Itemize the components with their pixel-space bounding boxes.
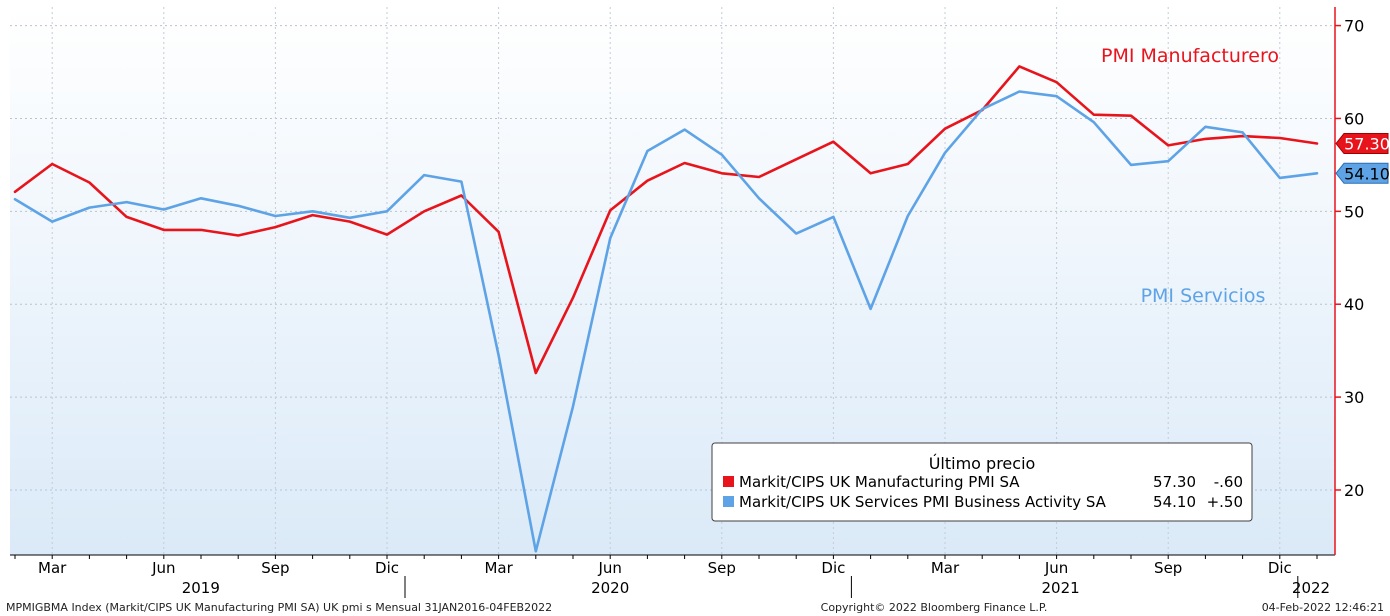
footer-timestamp: 04-Feb-2022 12:46:21 [1262, 601, 1384, 614]
x-tick-label-2021-12: Dic [1268, 559, 1292, 577]
x-tick-label-2020-03: Mar [484, 559, 513, 577]
legend-entry-manufacturing: Markit/CIPS UK Manufacturing PMI SA [739, 473, 1020, 491]
footer-source: MPMIGBMA Index (Markit/CIPS UK Manufactu… [6, 601, 552, 614]
legend-last-manufacturing: 57.30 [1153, 473, 1196, 491]
legend-box [711, 442, 1253, 522]
last-value-tag-manufacturing [1335, 133, 1389, 155]
legend-title: Último precio [929, 454, 1036, 473]
x-tick-label-2021-03: Mar [931, 559, 960, 577]
legend: Último precio Markit/CIPS UK Manufacturi… [711, 442, 1253, 522]
last-value-text-services: 54.10 [1344, 164, 1390, 183]
legend-change-manufacturing: -.60 [1214, 473, 1243, 491]
x-tick-label-2021-09: Sep [1154, 559, 1182, 577]
y-tick-label-30: 30 [1344, 388, 1364, 407]
legend-entry-services: Markit/CIPS UK Services PMI Business Act… [739, 493, 1107, 511]
legend-change-services: +.50 [1207, 493, 1243, 511]
x-tick-label-2019-03: Mar [38, 559, 67, 577]
x-tick-label-2019-09: Sep [261, 559, 289, 577]
last-value-tags: 57.30 54.10 [1335, 133, 1390, 184]
axes: 20 30 40 50 60 70 Mar Jun Sep Dic Mar Jun Sep Dic Mar J… [10, 7, 1364, 598]
x-tick-label-2019-06: Jun [151, 559, 175, 577]
series-line-services [13, 90, 1319, 553]
x-tick-label-2020-06: Jun [597, 559, 621, 577]
last-value-tag-services [1335, 162, 1389, 184]
x-year-label-2021: 2021 [1042, 579, 1080, 597]
x-year-label-2019: 2019 [182, 579, 220, 597]
series-line-manufacturing [13, 65, 1319, 375]
x-tick-label-2019-12: Dic [375, 559, 399, 577]
legend-swatch-manufacturing [723, 476, 734, 487]
x-tick-label-2021-06: Jun [1044, 559, 1068, 577]
legend-last-services: 54.10 [1153, 493, 1196, 511]
y-tick-label-50: 50 [1344, 202, 1364, 221]
last-value-text-manufacturing: 57.30 [1344, 135, 1390, 154]
x-year-label-2022: 2022 [1292, 579, 1330, 597]
y-tick-label-20: 20 [1344, 481, 1364, 500]
footer-copyright: Copyright© 2022 Bloomberg Finance L.P. [821, 601, 1048, 614]
x-tick-label-2020-09: Sep [708, 559, 736, 577]
y-tick-label-40: 40 [1344, 295, 1364, 314]
series-label-manufacturing: PMI Manufacturero [1101, 45, 1279, 67]
legend-swatch-services [723, 496, 734, 507]
y-tick-label-60: 60 [1344, 109, 1364, 128]
x-tick-label-2020-12: Dic [821, 559, 845, 577]
series-group [13, 65, 1319, 553]
x-year-label-2020: 2020 [591, 579, 629, 597]
series-label-services: PMI Servicios [1141, 285, 1266, 307]
y-tick-label-70: 70 [1344, 17, 1364, 36]
